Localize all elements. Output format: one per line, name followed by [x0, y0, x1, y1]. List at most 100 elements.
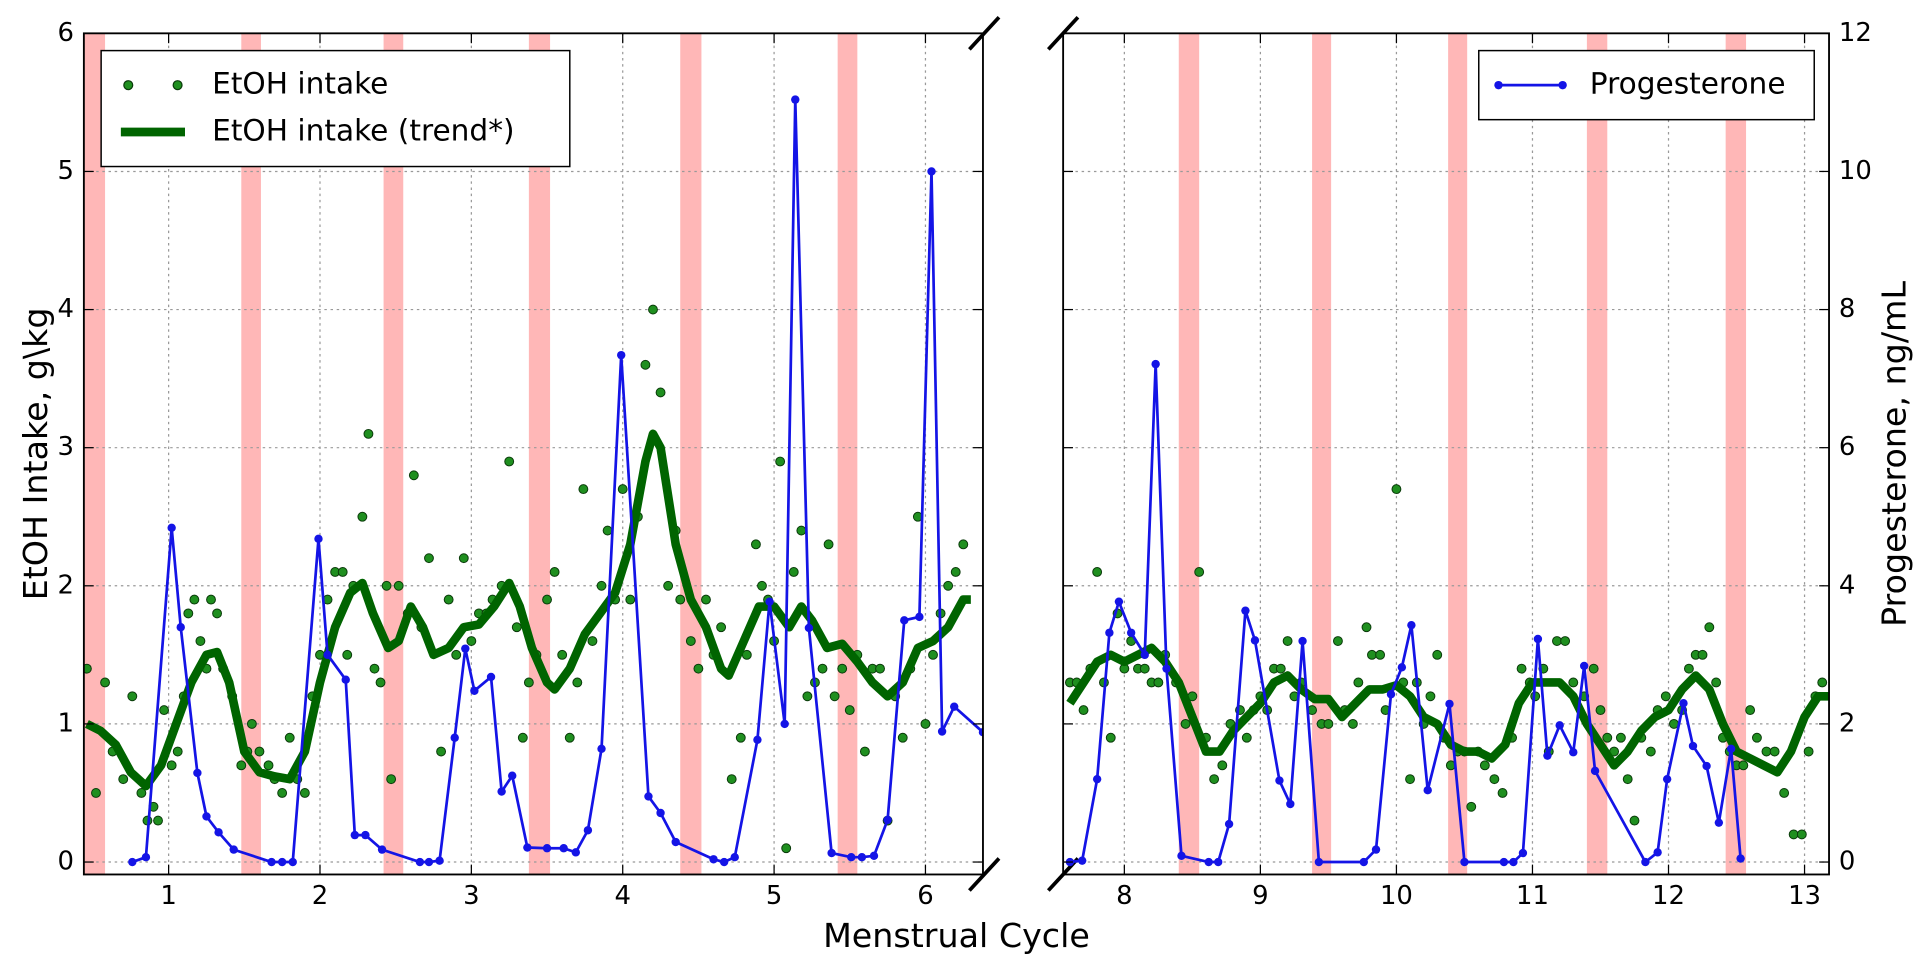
- etoh-point: [284, 732, 295, 743]
- etoh-point: [127, 691, 138, 702]
- progesterone-point: [1386, 690, 1396, 699]
- etoh-point: [1683, 663, 1694, 674]
- progesterone-point: [1736, 854, 1745, 863]
- etoh-point: [424, 553, 434, 564]
- etoh-point: [299, 788, 310, 798]
- y2-tick-label: 0: [1839, 847, 1855, 877]
- progesterone-point: [497, 787, 506, 796]
- progesterone-point: [950, 702, 959, 711]
- legend-label: EtOH intake (trend*): [212, 114, 514, 148]
- span: [680, 33, 702, 875]
- trend-line: [84, 429, 971, 791]
- etoh-point: [655, 387, 666, 398]
- span: [528, 33, 551, 875]
- progesterone-point: [927, 167, 936, 176]
- etoh-point: [1817, 677, 1828, 688]
- y2-tick-label: 2: [1839, 708, 1855, 738]
- etoh-point: [523, 677, 534, 688]
- progesterone-point: [1499, 857, 1509, 867]
- progesterone-point: [1679, 699, 1688, 708]
- progesterone-point: [128, 857, 137, 867]
- progesterone-point: [804, 623, 814, 633]
- y2-tick-label: 10: [1839, 156, 1872, 186]
- etoh-point: [1595, 705, 1606, 716]
- progesterone-point: [461, 644, 470, 653]
- span: [1725, 33, 1747, 875]
- etoh-point: [564, 732, 575, 743]
- progesterone-point: [857, 853, 867, 862]
- progesterone-point: [176, 623, 185, 632]
- etoh-point: [91, 788, 101, 798]
- panel: 8 9 10 11 12 13 0 2 4 6 8 10 12 Progesterone: [1062, 18, 1872, 911]
- progesterone-point: [644, 792, 653, 801]
- progesterone-point: [1092, 774, 1102, 784]
- etoh-point: [1660, 691, 1671, 702]
- progesterone-point: [314, 534, 323, 544]
- x-tick-label: 12: [1652, 881, 1685, 911]
- etoh-point: [757, 580, 767, 591]
- etoh-point: [1803, 746, 1814, 757]
- y-tick-label: 1: [58, 708, 74, 738]
- progesterone-point: [1286, 799, 1295, 809]
- x-tick-label: 6: [917, 881, 933, 911]
- etoh-point: [817, 663, 828, 674]
- progesterone-point: [508, 771, 517, 780]
- etoh-point: [254, 746, 265, 757]
- y-tick-label: 4: [58, 294, 74, 324]
- etoh-point: [1347, 718, 1358, 729]
- progesterone-point: [1371, 845, 1381, 854]
- progesterone-point: [1543, 751, 1552, 760]
- etoh-point: [386, 774, 397, 785]
- etoh-point: [83, 663, 92, 674]
- etoh-point: [1425, 691, 1436, 702]
- etoh-point: [1704, 622, 1715, 633]
- etoh-point: [466, 636, 477, 646]
- legend-swatch: [172, 80, 183, 91]
- progesterone-point: [267, 857, 276, 867]
- progesterone-point: [827, 848, 836, 858]
- etoh-point: [363, 428, 374, 439]
- progesterone-point: [202, 812, 211, 821]
- etoh-point: [928, 649, 938, 660]
- etoh-point: [1697, 649, 1708, 660]
- etoh-point: [443, 594, 454, 605]
- progesterone-point: [1140, 650, 1149, 660]
- progesterone-point: [709, 855, 718, 864]
- etoh-point: [159, 705, 170, 716]
- progesterone-point: [1702, 761, 1711, 771]
- etoh-point: [436, 746, 447, 757]
- break-mark: [968, 16, 1001, 51]
- y2-axis-label: Progesterone, ng/mL: [1875, 281, 1914, 627]
- span: [1448, 33, 1468, 875]
- plot-area: [1063, 33, 1830, 875]
- progesterone-point: [1177, 851, 1186, 861]
- etoh-point: [1516, 663, 1527, 674]
- progesterone-point: [1224, 819, 1234, 829]
- etoh-point: [716, 622, 727, 633]
- etoh-point: [393, 580, 404, 591]
- etoh-point: [897, 732, 908, 743]
- etoh-point: [136, 788, 147, 798]
- x-tick-label: 11: [1516, 881, 1549, 911]
- etoh-point: [236, 760, 247, 771]
- progesterone-point: [193, 768, 202, 778]
- y-tick-label: 5: [58, 156, 74, 186]
- etoh-point: [183, 608, 194, 619]
- etoh-point: [859, 746, 870, 757]
- legend-box: [100, 49, 571, 168]
- etoh-point: [829, 691, 840, 702]
- progesterone-point: [1579, 661, 1589, 671]
- plot-frame: [82, 32, 984, 876]
- etoh-point: [802, 691, 813, 702]
- etoh-point: [1588, 663, 1599, 674]
- etoh-point: [775, 456, 786, 467]
- etoh-point: [369, 663, 380, 674]
- progesterone-point: [583, 826, 593, 835]
- progesterone-point: [1359, 857, 1368, 867]
- y2-tick-label: 6: [1839, 432, 1855, 462]
- legend-label: EtOH intake: [212, 67, 388, 101]
- progesterone-point: [1204, 857, 1213, 867]
- etoh-point: [1761, 746, 1772, 757]
- progesterone-point: [424, 857, 434, 867]
